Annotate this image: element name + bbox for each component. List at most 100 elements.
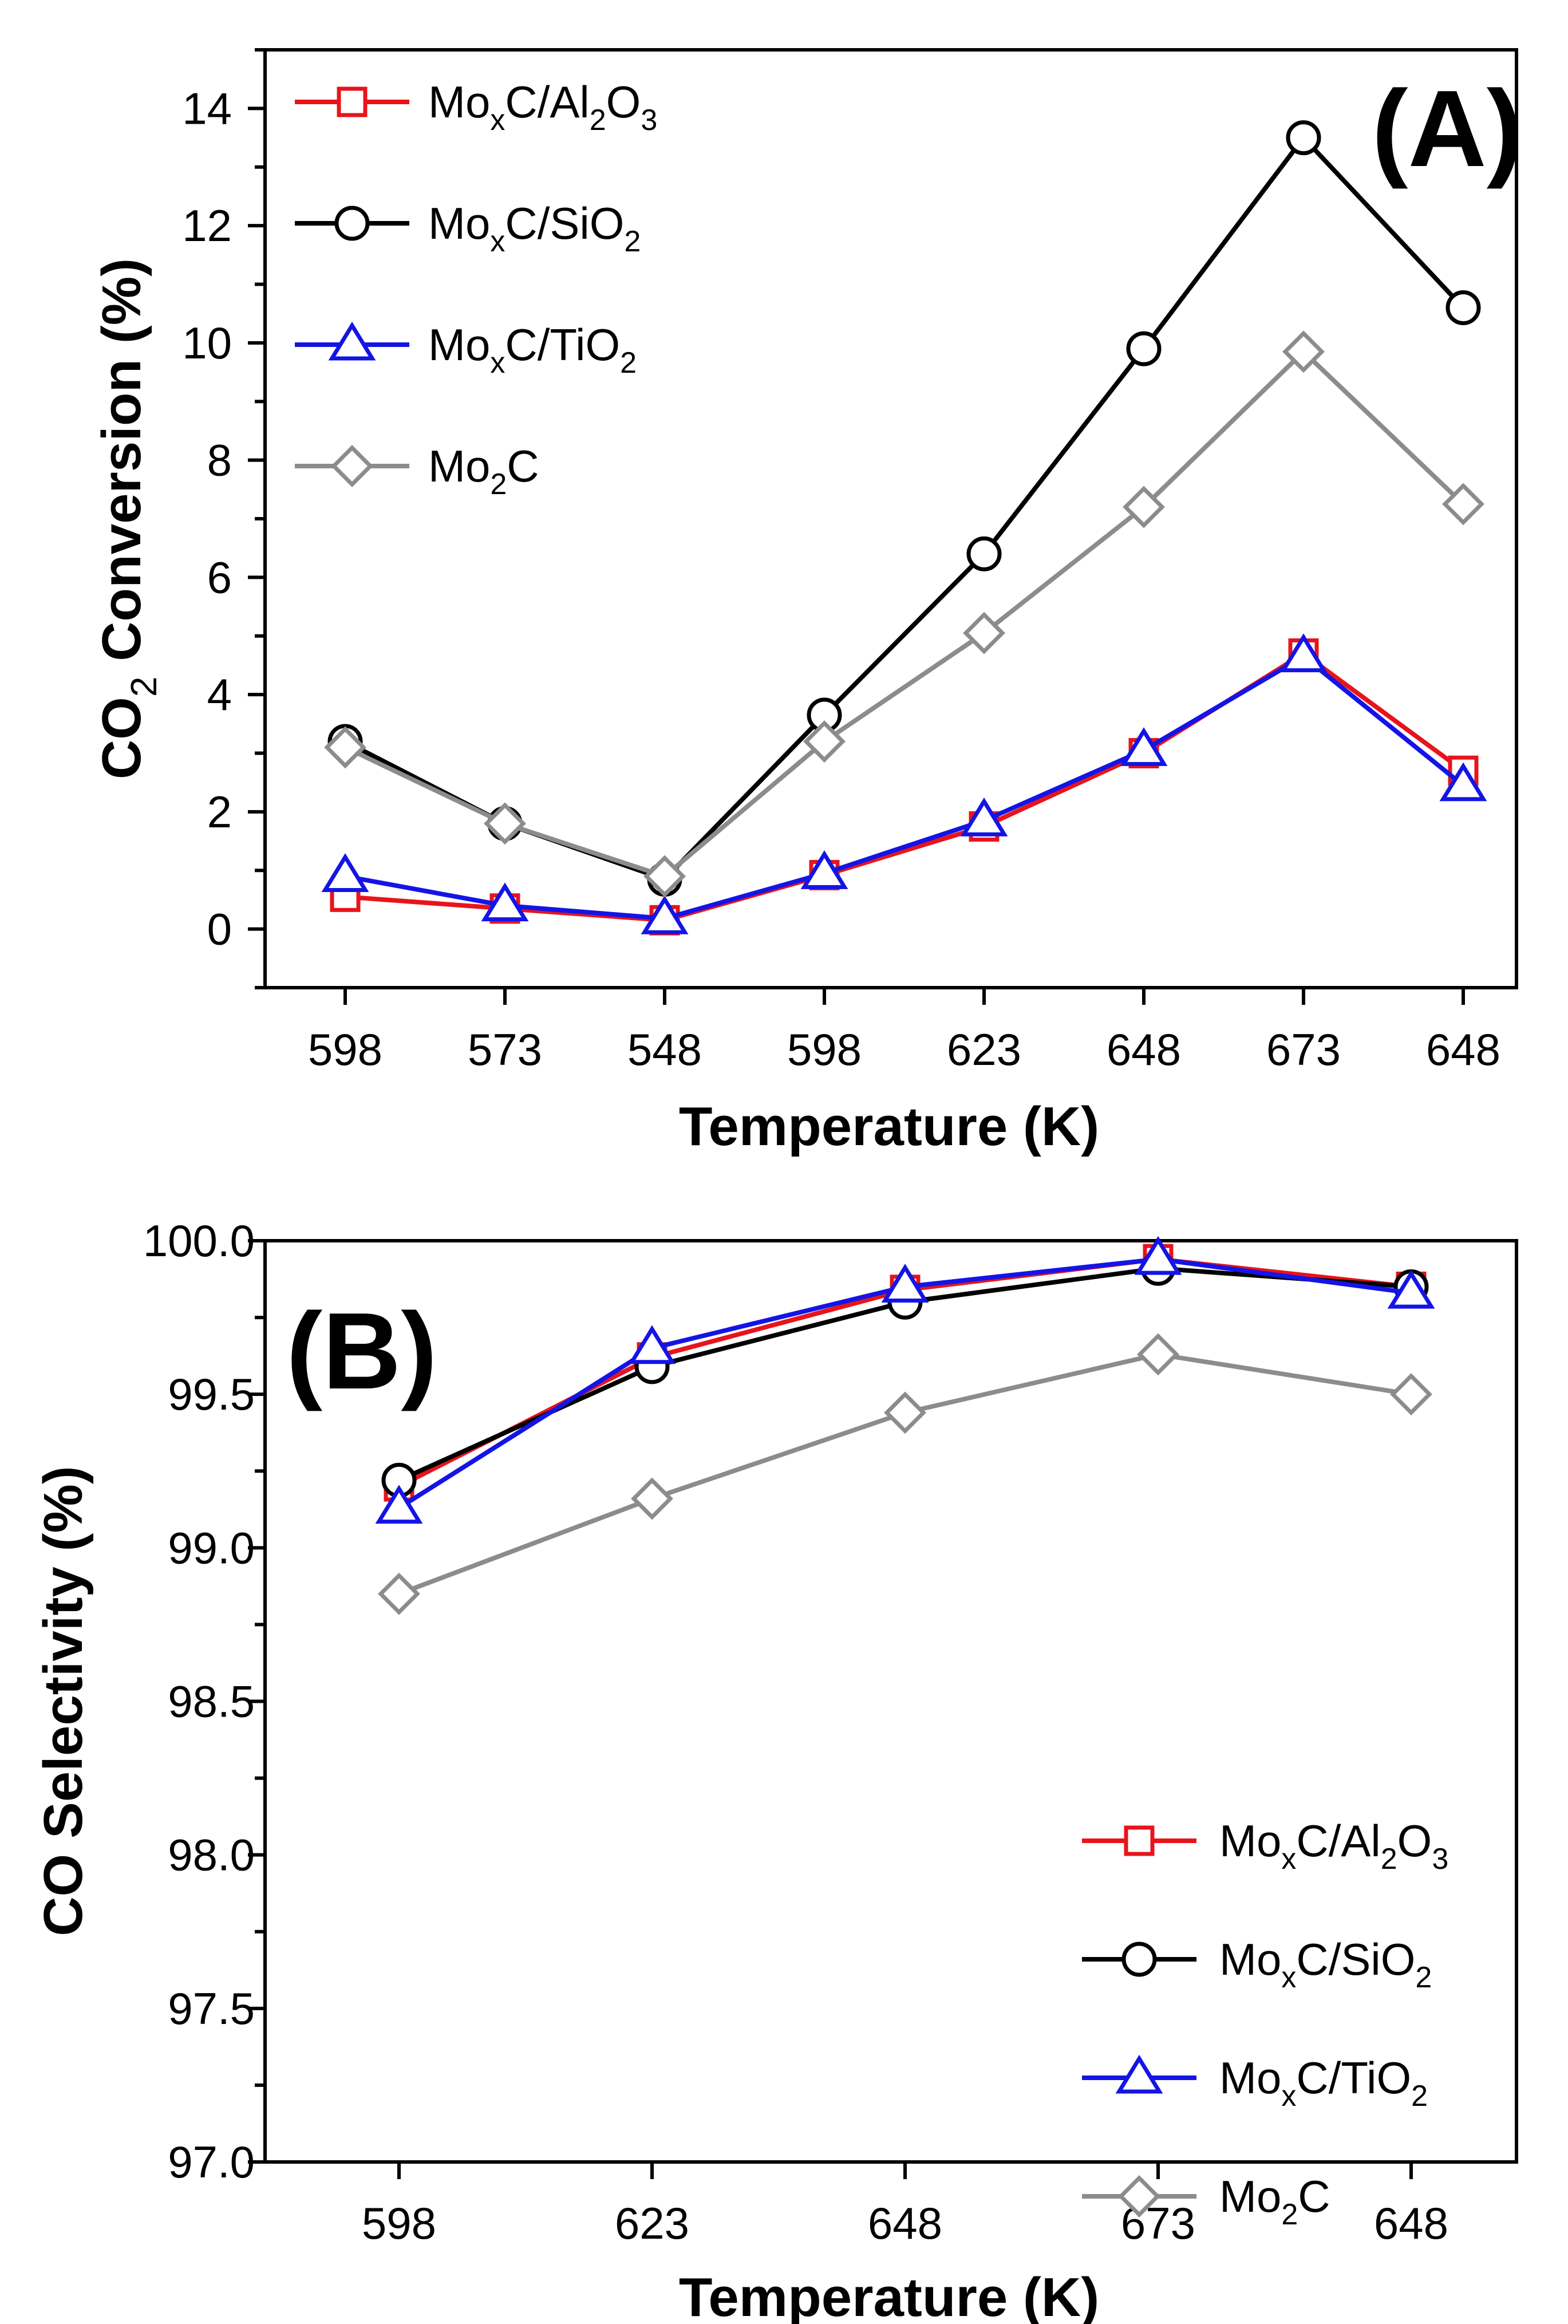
panel-b-legend-label-mo2c-part-1: 2 [1281, 2198, 1298, 2231]
panel-a-legend-label-moxc-sio2-part-3: 2 [624, 225, 641, 258]
panel-a-legend-marker-moxc-al2o3 [337, 86, 368, 117]
panel-a-line-moxc-sio2 [344, 135, 1465, 882]
panel-a-legend-label-moxc-tio2-part-1: x [490, 346, 505, 380]
panel-a-point-moxc-tio2 [800, 850, 848, 889]
panel-b-legend-entry-moxc-al2o3: MoxC/Al2O3 [1082, 1816, 1448, 1876]
panel-a-legend-marker-mo2c [331, 445, 373, 487]
panel-b-plot-frame [263, 1239, 1518, 2164]
panel-a-point-mo2c [963, 611, 1005, 654]
panel-a-legend-entry-moxc-sio2: MoxC/SiO2 [295, 198, 641, 258]
panel-a-y-axis-title-part-1: 2 [123, 677, 164, 697]
panel-a-line-moxc-al2o3 [345, 651, 1465, 923]
panel-a-x-tick-label: 548 [627, 1024, 702, 1075]
panel-a-legend-label-mo2c: Mo2C [428, 441, 539, 501]
panel-a-y-axis-title-group: CO2 Conversion (%) [91, 258, 164, 779]
panel-b-y-tick-label: 98.0 [168, 1830, 255, 1880]
panel-b-series-mo2c [378, 1333, 1432, 1615]
panel-a-legend-label-moxc-al2o3-part-4: O [606, 77, 641, 127]
panel-a-y-axis-title: CO2 Conversion (%) [91, 258, 164, 779]
panel-a-point-mo2c [484, 802, 526, 845]
panel-b-y-tick-label: 100.0 [143, 1216, 255, 1266]
panel-b-legend-marker-moxc-sio2 [1121, 1942, 1157, 1977]
panel-a-series-moxc-tio2 [321, 633, 1487, 934]
panel-b-x-tick-label: 598 [362, 2198, 436, 2248]
panel-b-y-tick-label: 97.5 [168, 1983, 255, 2034]
panel-b-legend-marker-mo2c [1118, 2175, 1160, 2218]
panel-b-legend-entry-moxc-sio2: MoxC/SiO2 [1082, 1934, 1432, 1994]
panel-b-legend-label-mo2c-part-2: C [1298, 2171, 1330, 2222]
panel-b-legend-entry-mo2c: Mo2C [1082, 2171, 1330, 2231]
panel-b-legend-label-moxc-tio2-part-3: 2 [1411, 2080, 1428, 2113]
panel-a-legend-label-mo2c-part-1: 2 [490, 468, 507, 501]
panel-a-x-tick-label: 648 [1426, 1024, 1500, 1075]
panel-a-legend-entry-moxc-tio2: MoxC/TiO2 [295, 319, 637, 380]
panel-a-legend-label-moxc-sio2-part-2: C/SiO [505, 198, 624, 248]
panel-b-legend-label-moxc-al2o3-part-1: x [1281, 1842, 1296, 1876]
panel-b-y-axis-title: CO Selectivity (%) [33, 1466, 94, 1936]
panel-a-panel-label: (A) [1372, 68, 1523, 190]
panel-b-y-axis-title-group: CO Selectivity (%) [33, 1466, 94, 1936]
panel-a-y-axis-title-part-0: CO [91, 697, 152, 779]
panel-a-legend-label-moxc-tio2: MoxC/TiO2 [428, 319, 637, 380]
panel-b-legend-label-moxc-al2o3: MoxC/Al2O3 [1219, 1816, 1448, 1876]
panel-a-plot-frame [263, 48, 1518, 989]
panel-a-legend-marker-moxc-tio2 [328, 321, 376, 361]
panel-a-point-mo2c [643, 855, 686, 898]
panel-a-point-moxc-tio2 [1120, 727, 1168, 766]
panel-a-point-mo2c [1123, 486, 1165, 528]
panel-a-point-moxc-sio2 [1126, 331, 1162, 366]
panel-a-y-axis-title-part-2: Conversion (%) [91, 258, 152, 677]
panel-a-y-tick-label: 2 [207, 787, 232, 837]
panel-b-legend-label-moxc-sio2-part-3: 2 [1415, 1961, 1432, 1994]
panel-b-y-tick-label: 97.0 [168, 2137, 255, 2187]
panel-b-legend-label-moxc-al2o3-part-2: C/Al [1296, 1816, 1380, 1866]
panel-b-legend-label-moxc-al2o3-part-0: Mo [1219, 1816, 1281, 1866]
panel-a-legend-label-moxc-sio2-part-1: x [490, 225, 505, 258]
panel-a-y-tick-label: 14 [182, 83, 232, 133]
panel-b-x-tick-label: 648 [1374, 2198, 1448, 2248]
panel-b-legend-label-mo2c: Mo2C [1219, 2171, 1330, 2231]
panel-b-legend-label-moxc-tio2: MoxC/TiO2 [1219, 2053, 1428, 2113]
panel-a-legend-entry-moxc-al2o3: MoxC/Al2O3 [295, 77, 657, 137]
panel-a-point-moxc-tio2 [1279, 633, 1328, 673]
panel-b-y-tick-label: 98.5 [168, 1676, 255, 1727]
panel-b-point-mo2c [1137, 1333, 1179, 1376]
panel-a-point-mo2c [1282, 330, 1325, 373]
panel-a-legend-entry-mo2c: Mo2C [295, 441, 539, 501]
panel-a-point-moxc-sio2 [966, 536, 1002, 571]
panel-a-legend-label-moxc-sio2-part-0: Mo [428, 198, 490, 248]
panel-a-legend-label-moxc-al2o3-part-3: 2 [590, 104, 606, 137]
panel-b-point-moxc-tio2 [628, 1325, 676, 1364]
panel-a-x-tick-label: 648 [1107, 1024, 1181, 1075]
panel-a-line-moxc-tio2 [345, 654, 1465, 921]
panel-b-legend-label-moxc-sio2-part-0: Mo [1219, 1934, 1281, 1984]
panel-b-legend-marker-moxc-al2o3 [1124, 1825, 1155, 1856]
panel-a-point-moxc-tio2 [481, 882, 529, 922]
panel-a-legend-label-moxc-sio2: MoxC/SiO2 [428, 198, 641, 258]
panel-a-line-mo2c [344, 349, 1465, 879]
panel-a-point-mo2c [324, 726, 366, 769]
panel-a-x-axis-title: Temperature (K) [679, 1096, 1099, 1157]
panel-b-point-moxc-tio2 [1134, 1236, 1182, 1275]
panel-a-x-tick-label: 573 [468, 1024, 542, 1075]
panel-a-point-moxc-tio2 [1439, 762, 1487, 802]
panel-a-legend-label-moxc-tio2-part-2: C/TiO [505, 319, 620, 370]
panel-b-y-tick-label: 99.5 [168, 1369, 255, 1419]
panel-b-x-tick-label: 623 [615, 2198, 689, 2248]
panel-a-point-mo2c [1442, 483, 1484, 526]
panel-a-legend-label-moxc-tio2-part-0: Mo [428, 319, 490, 370]
panel-b-y-tick-label: 99.0 [168, 1522, 255, 1573]
panel-b-y-axis-title-part-0: CO Selectivity (%) [33, 1466, 94, 1936]
panel-a-y-tick-label: 6 [207, 552, 232, 602]
panel-b-panel-label: (B) [286, 1291, 437, 1412]
panel-b-legend-label-mo2c-part-0: Mo [1219, 2171, 1281, 2222]
panel-b-legend-label-moxc-al2o3-part-3: 2 [1381, 1842, 1397, 1876]
panel-b-point-mo2c [378, 1572, 420, 1615]
panel-b-legend-entry-moxc-tio2: MoxC/TiO2 [1082, 2053, 1428, 2113]
panel-b-x-axis-title: Temperature (K) [679, 2267, 1099, 2324]
panel-a-point-moxc-tio2 [321, 853, 369, 892]
